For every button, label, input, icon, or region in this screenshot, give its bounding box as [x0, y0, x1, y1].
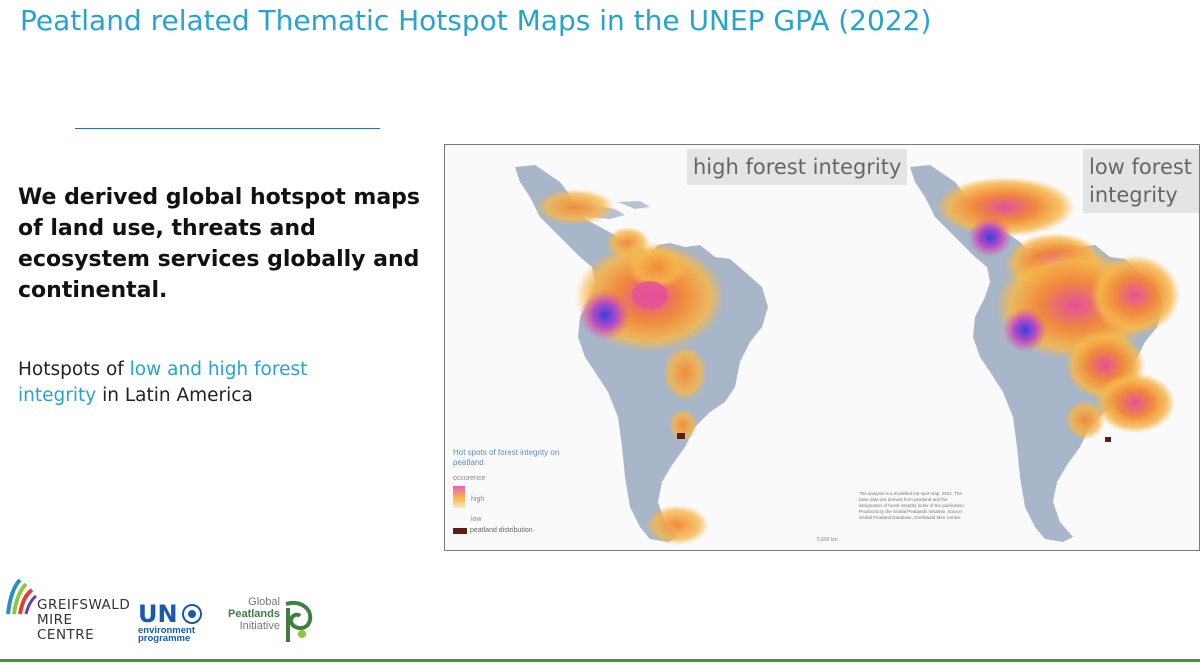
slide-title: Peatland related Thematic Hotspot Maps i…: [20, 4, 932, 37]
gpi-logo-text: Global Peatlands Initiative: [228, 596, 280, 632]
right-map-label-text: low forest integrity: [1089, 155, 1193, 207]
unep-line-1: environment: [138, 625, 196, 636]
left-map: [515, 165, 768, 545]
unep-line-2: programme: [138, 633, 191, 644]
legend-peatland-label: peatland distribution: [470, 527, 533, 534]
headline-text: We derived global hotspot maps of land u…: [18, 185, 421, 303]
subtitle-text: Hotspots of low and high forest integrit…: [18, 357, 348, 409]
global-peatlands-initiative-logo-icon: [285, 601, 313, 642]
gmc-line-2: MIRE: [37, 612, 73, 628]
legend-gradient: [453, 486, 465, 508]
gpi-line-2: Peatlands: [228, 608, 280, 620]
greifswald-mire-centre-logo-icon: [6, 578, 37, 615]
subtitle-highlight: low and high forest integrity: [18, 359, 308, 406]
unep-logo: UN environment programme: [138, 600, 203, 644]
map-legend: Hot spots of forest integrity on peatlan…: [453, 448, 573, 536]
gpi-line-3: Initiative: [239, 620, 280, 632]
scale-bar: 5,000 km: [817, 537, 838, 543]
legend-occurrence: occurence: [453, 475, 486, 482]
legend-peatland: peatland distribution: [453, 526, 573, 536]
gpi-line-1: Global: [248, 596, 280, 608]
footer-line: [0, 659, 1200, 662]
map-credits: The analysis is a modelled hot spot map,…: [859, 491, 966, 520]
label-high-forest-integrity: high forest integrity: [687, 149, 908, 185]
legend-title: Hot spots of forest integrity on peatlan…: [453, 448, 560, 467]
subtitle-before: Hotspots of: [18, 359, 130, 380]
un-text: UN: [138, 600, 178, 628]
gmc-line-3: CENTRE: [37, 627, 95, 643]
left-map-label-text: high forest integrity: [693, 155, 902, 179]
gmc-line-1: GREIFSWALD: [37, 597, 131, 613]
hotspot-map-figure: high forest integrity low forest integri…: [444, 144, 1200, 551]
gmc-logo-text: GREIFSWALD MIRE CENTRE: [37, 598, 130, 643]
right-map: [910, 165, 1180, 542]
title-divider: [75, 128, 380, 129]
peatland-swatch: [453, 528, 467, 534]
legend-low: low: [471, 516, 482, 523]
map-graphic: [515, 165, 1180, 545]
label-low-forest-integrity: low forest integrity: [1083, 149, 1199, 213]
un-emblem-icon: [181, 604, 202, 624]
legend-high: high: [471, 496, 485, 503]
subtitle-after: in Latin America: [96, 385, 253, 406]
